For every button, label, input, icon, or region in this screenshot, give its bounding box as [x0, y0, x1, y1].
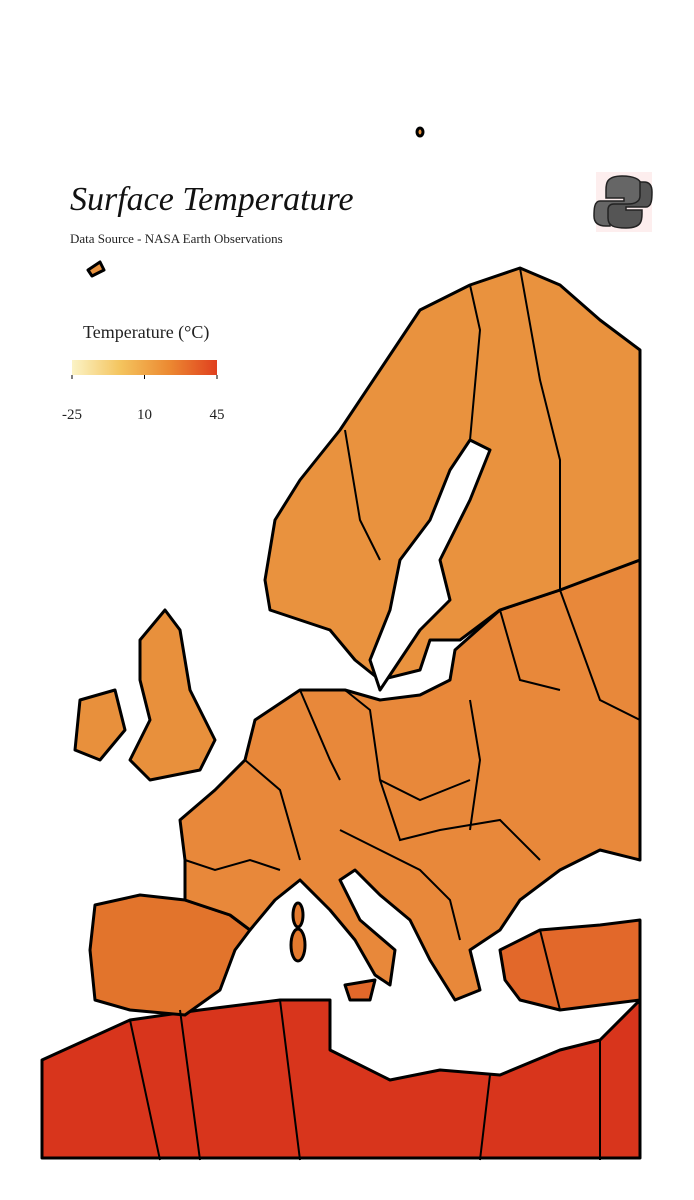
north-africa — [40, 998, 642, 1160]
sicily — [343, 978, 377, 1002]
subtitle: Data Source - NASA Earth Observations — [70, 231, 283, 246]
map — [40, 126, 642, 1161]
borders — [129, 267, 641, 1161]
python-logo — [593, 172, 653, 232]
ireland — [73, 688, 127, 762]
legend-title: Temperature (°C) — [83, 322, 209, 343]
turkey — [498, 918, 642, 1012]
colorbar-tick-label: 10 — [137, 407, 152, 423]
colorbar-tick-label: 45 — [210, 407, 225, 423]
corsica — [291, 901, 305, 929]
island — [415, 126, 425, 138]
iberia — [88, 893, 252, 1017]
colorbar — [72, 360, 217, 375]
legend: Temperature (°C) -25 10 45 — [62, 322, 225, 423]
great-britain — [128, 608, 217, 782]
colorbar-tick-label: -25 — [62, 407, 82, 423]
sardinia — [289, 927, 307, 963]
continental-europe — [178, 558, 642, 1002]
baltic-sea — [368, 438, 492, 692]
title: Surface Temperature — [70, 181, 354, 218]
iceland-fragment — [86, 260, 106, 278]
